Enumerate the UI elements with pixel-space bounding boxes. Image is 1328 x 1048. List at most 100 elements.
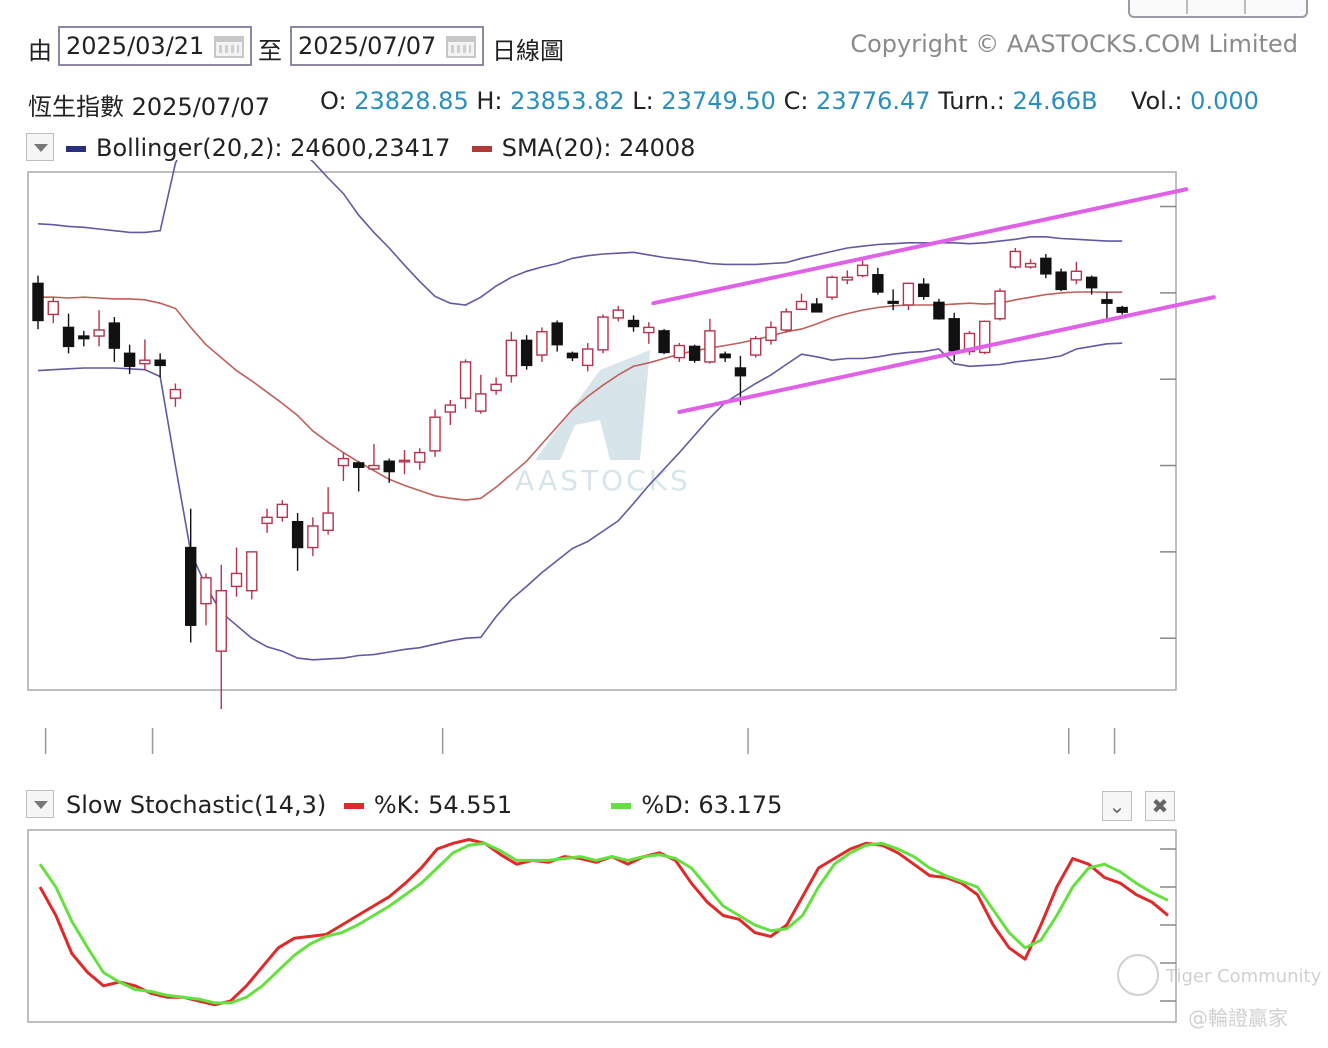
- candle-body: [658, 330, 670, 354]
- candle-body: [1085, 276, 1098, 289]
- low-label: L:: [632, 87, 654, 115]
- calendar-icon[interactable]: [214, 36, 244, 58]
- candle-body: [322, 512, 334, 531]
- candlestick-chart[interactable]: AASTOCKS: [0, 160, 1328, 760]
- index-name: 恆生指數: [28, 93, 124, 121]
- collapse-panel-button[interactable]: ⌄: [1102, 791, 1132, 821]
- candle-body: [1055, 271, 1067, 291]
- candle-body: [979, 320, 991, 354]
- candle-body: [673, 344, 686, 359]
- d-legend: %D: 63.175: [641, 791, 783, 819]
- stoch-title: Slow Stochastic(14,3): [66, 791, 327, 819]
- open-value: 23828.85: [354, 87, 469, 115]
- candle-body: [612, 309, 624, 319]
- high-label: H:: [476, 87, 503, 115]
- calendar-icon[interactable]: [446, 36, 476, 58]
- candle-body: [582, 348, 594, 367]
- candle-body: [826, 276, 838, 298]
- ohlc-values: O: 23828.85 H: 23853.82 L: 23749.50 C: 2…: [320, 87, 1259, 115]
- candle-body: [291, 520, 304, 549]
- low-value: 23749.50: [661, 87, 776, 115]
- sma-swatch: [471, 146, 492, 152]
- candle-body: [246, 551, 258, 592]
- bollinger-legend: Bollinger(20,2): 24600,23417: [96, 134, 451, 162]
- candle-body: [536, 331, 548, 356]
- candle-body: [841, 276, 854, 281]
- candle-body: [215, 590, 227, 652]
- community-watermark: Tiger Community: [1165, 966, 1322, 987]
- candle-body: [78, 335, 90, 340]
- watermark-logo-icon: [535, 350, 650, 460]
- stoch-lines: [38, 838, 1169, 1007]
- stochastic-chart[interactable]: Tiger Community @輪證贏家: [0, 820, 1328, 1048]
- candle-body: [948, 318, 960, 352]
- candle-body: [1070, 270, 1083, 281]
- turnover-label: Turn.:: [938, 87, 1005, 115]
- candle-body: [551, 322, 563, 346]
- candle-body: [597, 316, 609, 351]
- date-to-value: 2025/07/07: [298, 32, 437, 60]
- candle-body: [307, 525, 319, 549]
- candle-body: [1024, 262, 1037, 268]
- candle-body: [933, 301, 945, 320]
- candle-body: [47, 300, 59, 316]
- quote-row: 恆生指數 2025/07/07: [28, 87, 270, 122]
- candle-body: [154, 359, 166, 367]
- sma-legend: SMA(20): 24008: [501, 134, 696, 162]
- candle-body: [459, 361, 472, 399]
- trend-channel: [651, 187, 1216, 415]
- to-label: 至: [258, 37, 282, 65]
- stoch-legend: Slow Stochastic(14,3) %K: 54.551 %D: 63.…: [66, 791, 782, 819]
- tiger-logo-icon: [1117, 954, 1159, 996]
- candle-body: [414, 451, 426, 463]
- candle-body: [688, 345, 701, 361]
- chart-kind-label: 日線圖: [492, 37, 564, 65]
- candle-body: [123, 352, 136, 367]
- high-value: 23853.82: [510, 87, 625, 115]
- close-panel-button[interactable]: ✖: [1145, 791, 1175, 821]
- candle-body: [795, 300, 808, 310]
- from-label: 由: [28, 37, 52, 65]
- handle-watermark: @輪證贏家: [1188, 1006, 1288, 1030]
- candle-body: [872, 274, 884, 293]
- stoch-axis: [1160, 848, 1176, 1002]
- stoch-indicator-dropdown[interactable]: [26, 790, 54, 818]
- copyright: Copyright © AASTOCKS.COM Limited: [850, 30, 1298, 58]
- candle-body: [1009, 250, 1021, 268]
- candle-body: [32, 282, 44, 322]
- candle-body: [750, 337, 762, 356]
- candle-body: [1116, 306, 1128, 313]
- candle-body: [139, 359, 151, 365]
- candle-body: [169, 388, 182, 399]
- candle-body: [917, 283, 930, 298]
- main-indicator-dropdown[interactable]: [26, 133, 54, 161]
- candle-body: [444, 404, 456, 413]
- candle-body: [765, 326, 777, 342]
- chart-toolbar[interactable]: [1128, 0, 1308, 18]
- candle-body: [520, 339, 533, 367]
- k-swatch: [343, 803, 364, 809]
- aastocks-watermark: AASTOCKS: [515, 350, 688, 497]
- date-from-input[interactable]: 2025/03/21: [58, 26, 252, 66]
- candle-body: [1040, 257, 1052, 275]
- date-to-input[interactable]: 2025/07/07: [290, 26, 484, 66]
- candle-body: [505, 339, 518, 377]
- channel-line: [677, 295, 1216, 415]
- close-label: C:: [783, 87, 809, 115]
- toolbar-divider: [1244, 0, 1246, 14]
- close-value: 23776.47: [816, 87, 931, 115]
- main-legend: Bollinger(20,2): 24600,23417 SMA(20): 24…: [66, 134, 695, 162]
- channel-line: [651, 187, 1189, 306]
- candle-body: [429, 416, 441, 452]
- candle-body: [902, 282, 915, 306]
- candle-body: [276, 503, 289, 519]
- candle-body: [108, 322, 121, 349]
- candle-body: [337, 457, 350, 467]
- date-from-value: 2025/03/21: [66, 32, 205, 60]
- d-line: [38, 841, 1169, 1005]
- close-icon: ✖: [1151, 794, 1169, 818]
- candle-body: [887, 300, 899, 304]
- quote-date: 2025/07/07: [131, 93, 270, 121]
- candle-body: [200, 577, 212, 605]
- candle-body: [643, 326, 655, 334]
